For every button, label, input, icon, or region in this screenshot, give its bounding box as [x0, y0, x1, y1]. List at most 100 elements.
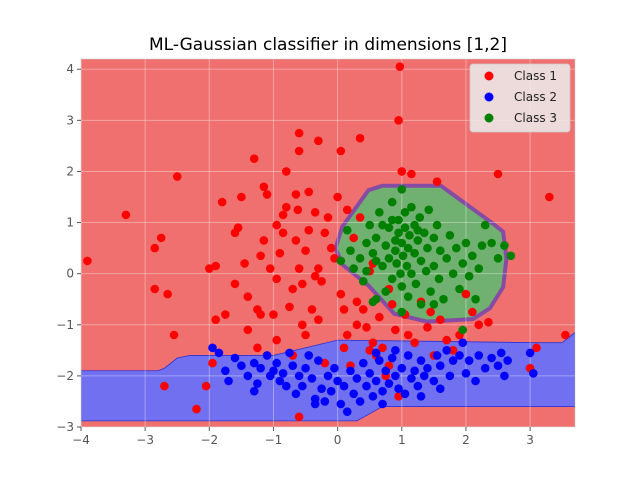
point-class-3	[371, 256, 381, 266]
point-class-2	[442, 346, 451, 355]
point-class-1	[387, 300, 397, 309]
point-class-2	[336, 399, 346, 409]
point-class-2	[493, 361, 503, 370]
point-class-2	[333, 376, 342, 386]
point-class-2	[269, 366, 278, 376]
point-class-2	[525, 348, 535, 358]
point-class-2	[352, 374, 362, 383]
point-class-3	[387, 215, 397, 225]
point-class-2	[249, 358, 259, 368]
point-class-2	[256, 363, 265, 373]
point-class-1	[160, 381, 169, 391]
point-class-1	[394, 116, 403, 125]
point-class-2	[288, 361, 298, 370]
point-class-3	[407, 202, 416, 212]
point-class-1	[442, 335, 451, 345]
point-class-3	[452, 243, 461, 253]
y-tick-label: 3	[66, 113, 74, 127]
point-class-1	[349, 233, 358, 243]
point-class-1	[333, 192, 342, 202]
point-class-1	[294, 146, 304, 156]
point-class-1	[269, 310, 278, 319]
point-class-2	[407, 374, 416, 383]
point-class-2	[275, 376, 285, 386]
point-class-3	[371, 233, 381, 243]
y-tick-label: −3	[56, 420, 74, 434]
point-class-1	[256, 251, 265, 261]
point-class-2	[214, 348, 224, 358]
point-class-1	[314, 315, 323, 324]
point-class-1	[233, 223, 243, 232]
point-class-3	[402, 261, 412, 271]
point-class-1	[314, 264, 323, 273]
y-tick-label: −2	[56, 369, 74, 383]
point-class-3	[464, 271, 474, 281]
point-class-2	[224, 376, 233, 386]
point-class-1	[468, 307, 477, 317]
point-class-1	[201, 381, 211, 391]
point-class-3	[500, 241, 509, 250]
point-class-1	[423, 323, 432, 332]
point-class-1	[237, 192, 246, 202]
point-class-1	[314, 136, 323, 146]
point-class-1	[397, 167, 407, 176]
point-class-2	[349, 389, 358, 399]
point-class-2	[326, 386, 336, 396]
point-class-2	[237, 361, 246, 370]
point-class-3	[397, 238, 407, 248]
point-class-1	[301, 246, 310, 255]
point-class-3	[474, 264, 484, 273]
point-class-2	[384, 379, 394, 388]
point-class-2	[474, 351, 484, 360]
point-class-1	[432, 177, 442, 186]
point-class-1	[293, 205, 303, 215]
point-class-2	[371, 348, 381, 358]
point-class-3	[355, 254, 365, 263]
point-class-2	[375, 356, 384, 365]
point-class-1	[262, 190, 272, 199]
x-tick-label: 3	[526, 433, 534, 447]
point-class-2	[448, 356, 458, 365]
point-class-3	[368, 248, 378, 258]
point-class-1	[243, 292, 253, 301]
point-class-3	[346, 246, 355, 255]
point-class-3	[421, 266, 431, 276]
y-tick-label: 4	[66, 62, 74, 76]
point-class-1	[156, 233, 166, 243]
point-class-3	[375, 208, 384, 217]
point-class-1	[307, 305, 317, 314]
point-class-2	[317, 384, 326, 393]
point-class-1	[272, 274, 281, 284]
point-class-1	[301, 330, 310, 340]
point-class-1	[272, 220, 281, 230]
point-class-3	[365, 220, 375, 230]
point-class-1	[355, 213, 365, 222]
point-class-2	[381, 366, 391, 376]
x-tick-label: −2	[200, 433, 218, 447]
point-class-1	[339, 305, 349, 314]
point-class-2	[387, 353, 397, 363]
point-class-1	[217, 197, 227, 207]
point-class-3	[435, 246, 445, 255]
point-class-2	[445, 371, 455, 381]
point-class-1	[395, 62, 405, 71]
point-class-1	[281, 167, 291, 176]
point-class-1	[336, 289, 346, 299]
point-class-3	[396, 269, 405, 278]
chart-title: ML-Gaussian classifier in dimensions [1,…	[149, 35, 507, 55]
point-class-2	[291, 389, 301, 399]
point-class-3	[387, 274, 397, 284]
point-class-3	[411, 279, 421, 289]
point-class-2	[455, 351, 464, 360]
point-class-3	[362, 266, 371, 276]
point-class-3	[397, 282, 407, 291]
point-class-2	[419, 371, 429, 381]
point-class-1	[342, 205, 352, 215]
legend-label-class-2: Class 2	[514, 90, 557, 104]
point-class-2	[487, 353, 496, 363]
point-class-1	[352, 297, 362, 307]
point-class-1	[253, 343, 262, 353]
point-class-1	[298, 279, 307, 289]
point-class-2	[371, 376, 381, 386]
